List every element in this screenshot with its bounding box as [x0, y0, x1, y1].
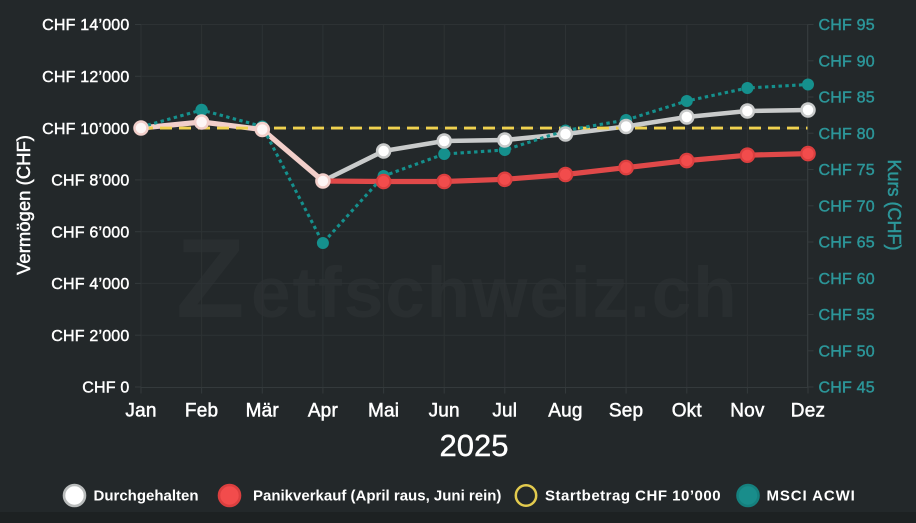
svg-text:CHF 50: CHF 50 — [819, 344, 875, 361]
svg-text:Aug: Aug — [548, 401, 582, 422]
svg-text:CHF 8’000: CHF 8’000 — [51, 173, 129, 190]
svg-text:CHF 4’000: CHF 4’000 — [51, 276, 129, 293]
svg-text:CHF 10’000: CHF 10’000 — [42, 121, 129, 138]
svg-text:Startbetrag CHF 10’000: Startbetrag CHF 10’000 — [545, 488, 721, 505]
svg-text:Mär: Mär — [246, 401, 280, 422]
svg-text:CHF 95: CHF 95 — [819, 17, 875, 34]
svg-text:MSCI ACWI: MSCI ACWI — [767, 488, 856, 505]
svg-text:Apr: Apr — [308, 401, 339, 422]
svg-text:CHF 55: CHF 55 — [819, 307, 875, 324]
svg-text:Vermögen (CHF): Vermögen (CHF) — [13, 135, 34, 275]
svg-text:Jan: Jan — [125, 401, 156, 422]
svg-text:Durchgehalten: Durchgehalten — [94, 488, 199, 505]
svg-text:2025: 2025 — [440, 428, 509, 463]
svg-text:CHF 65: CHF 65 — [819, 235, 875, 252]
svg-text:CHF 45: CHF 45 — [819, 380, 875, 397]
svg-text:Feb: Feb — [185, 401, 218, 422]
svg-text:etfschweiz.ch: etfschweiz.ch — [251, 254, 739, 333]
svg-text:Okt: Okt — [672, 401, 703, 422]
svg-text:CHF 6’000: CHF 6’000 — [51, 224, 129, 241]
svg-text:Z: Z — [176, 216, 244, 341]
svg-text:CHF 12’000: CHF 12’000 — [42, 69, 129, 86]
svg-text:Kurs (CHF): Kurs (CHF) — [884, 160, 904, 251]
svg-text:CHF 14’000: CHF 14’000 — [42, 17, 129, 34]
svg-text:CHF 80: CHF 80 — [819, 126, 875, 143]
svg-text:CHF 90: CHF 90 — [819, 54, 875, 71]
svg-text:Nov: Nov — [730, 401, 765, 422]
svg-text:CHF 60: CHF 60 — [819, 271, 875, 288]
svg-text:Mai: Mai — [368, 401, 399, 422]
svg-text:Jun: Jun — [429, 401, 460, 422]
svg-text:Jul: Jul — [492, 401, 517, 422]
svg-text:CHF 0: CHF 0 — [82, 380, 129, 397]
svg-text:Panikverkauf (April raus, Juni: Panikverkauf (April raus, Juni rein) — [253, 488, 501, 505]
svg-text:CHF 85: CHF 85 — [819, 90, 875, 107]
svg-text:CHF 70: CHF 70 — [819, 199, 875, 216]
svg-text:Dez: Dez — [791, 401, 825, 422]
svg-text:CHF 2’000: CHF 2’000 — [51, 328, 129, 345]
svg-text:Sep: Sep — [609, 401, 643, 422]
svg-text:CHF 75: CHF 75 — [819, 162, 875, 179]
